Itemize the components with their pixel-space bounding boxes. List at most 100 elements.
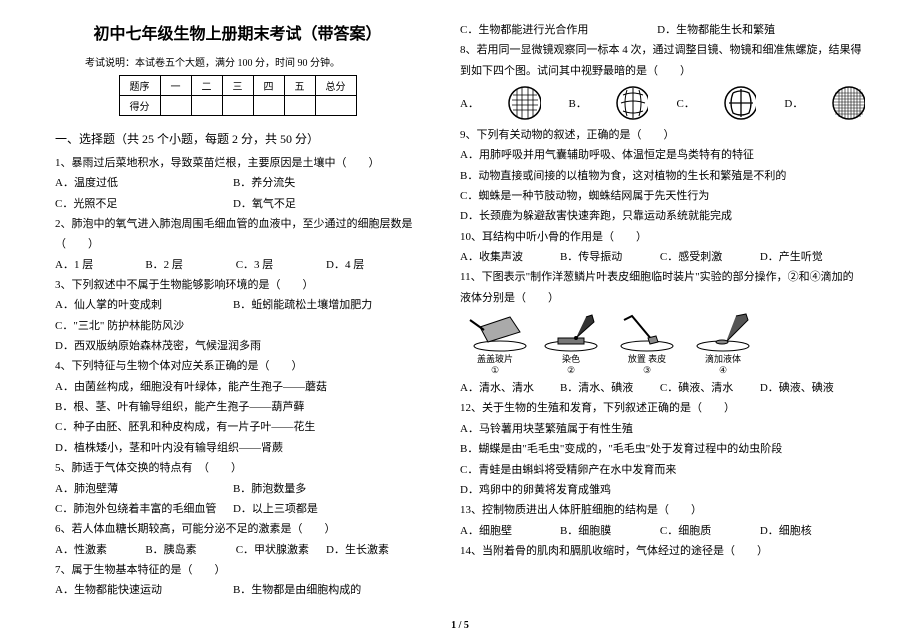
q13-options: A．细胞壁 B．细胞膜 C．细胞质 D．细胞核 xyxy=(460,521,865,541)
q11-b: B．清水、碘液 xyxy=(560,378,657,398)
q12-d: D．鸡卵中的卵黄将发育成雏鸡 xyxy=(460,480,865,500)
q10-b: B．传导振动 xyxy=(560,247,657,267)
cell xyxy=(160,96,191,116)
cell: 三 xyxy=(222,76,253,96)
q9-d: D．长颈鹿为躲避敌害快速奔跑，只靠运动系统就能完成 xyxy=(460,206,865,226)
q11-d: D．碘液、碘液 xyxy=(760,378,857,398)
q1-c: C．光照不足 xyxy=(55,194,230,214)
q3-a: A．仙人掌的叶变成刺 xyxy=(55,295,230,315)
q5-a: A．肺泡壁薄 xyxy=(55,479,230,499)
page-footer: 1 / 5 xyxy=(0,620,920,631)
cell: 一 xyxy=(160,76,191,96)
q11-options: A．清水、清水 B．清水、碘液 C．碘液、清水 D．碘液、碘液 xyxy=(460,378,865,398)
q8-c-label: C． xyxy=(676,95,694,111)
q11-num3: ③ xyxy=(612,365,682,376)
q8-figures: A． B． C． xyxy=(460,85,865,121)
cell: 四 xyxy=(253,76,284,96)
q8-d-label: D． xyxy=(784,95,803,111)
q9-stem: 9、下列有关动物的叙述，正确的是（ ） xyxy=(460,125,865,145)
q4-a: A．由菌丝构成，细胞没有叶绿体，能产生孢子——蘑菇 xyxy=(55,377,420,397)
q2-c: C．3 层 xyxy=(236,255,324,275)
q2-stem: 2、肺泡中的氧气进入肺泡周围毛细血管的血液中，至少通过的细胞层数是（ ） xyxy=(55,214,420,255)
q1-a: A．温度过低 xyxy=(55,173,230,193)
q5-options1: A．肺泡壁薄 B．肺泡数量多 xyxy=(55,479,420,499)
cell-figure-b-icon xyxy=(615,85,649,121)
q4-b: B．根、茎、叶有输导组织，能产生孢子——葫芦藓 xyxy=(55,397,420,417)
q10-a: A．收集声波 xyxy=(460,247,557,267)
q1-d: D．氧气不足 xyxy=(233,194,408,214)
q5-d: D．以上三项都是 xyxy=(233,499,408,519)
q11-stem1: 11、下图表示"制作洋葱鳞片叶表皮细胞临时装片"实验的部分操作，②和④滴加的 xyxy=(460,267,865,287)
q2-d: D．4 层 xyxy=(326,255,414,275)
q7-c: C．生物都能进行光合作用 xyxy=(460,20,654,40)
q6-options: A．性激素 B．胰岛素 C．甲状腺激素 D．生长激素 xyxy=(55,540,420,560)
q11-stem2: 液体分别是（ ） xyxy=(460,288,865,308)
table-row: 题序 一 二 三 四 五 总分 xyxy=(119,76,356,96)
q10-stem: 10、耳结构中听小骨的作用是（ ） xyxy=(460,227,865,247)
cell: 总分 xyxy=(315,76,356,96)
exam-note: 考试说明：本试卷五个大题，满分 100 分，时间 90 分钟。 xyxy=(85,54,420,69)
right-column: C．生物都能进行光合作用 D．生物都能生长和繁殖 8、若用同一显微镜观察同一标本… xyxy=(460,20,865,601)
q11-step2: 染色 ② xyxy=(536,312,606,376)
q6-b: B．胰岛素 xyxy=(145,540,233,560)
q5-b: B．肺泡数量多 xyxy=(233,479,408,499)
cell xyxy=(191,96,222,116)
coverslip-icon xyxy=(460,312,530,352)
cell-figure-d-icon xyxy=(831,85,865,121)
q3-d: D．西双版纳原始森林茂密，气候湿润多雨 xyxy=(55,336,420,356)
cell: 得分 xyxy=(119,96,160,116)
stain-icon xyxy=(536,312,606,352)
q9-b: B．动物直接或间接的以植物为食，这对植物的生长和繁殖是不利的 xyxy=(460,166,865,186)
q1-options2: C．光照不足 D．氧气不足 xyxy=(55,194,420,214)
q13-c: C．细胞质 xyxy=(660,521,757,541)
q2-options: A．1 层 B．2 层 C．3 层 D．4 层 xyxy=(55,255,420,275)
q11-step3: 放置 表皮 ③ xyxy=(612,312,682,376)
cell xyxy=(222,96,253,116)
score-table: 题序 一 二 三 四 五 总分 得分 xyxy=(119,75,357,116)
q3-c: C．"三北" 防护林能防风沙 xyxy=(55,316,420,336)
q11-num4: ④ xyxy=(688,365,758,376)
place-icon xyxy=(612,312,682,352)
q8-b-label: B． xyxy=(569,95,587,111)
q11-label4: 滴加液体 xyxy=(688,352,758,365)
q2-b: B．2 层 xyxy=(145,255,233,275)
q5-stem: 5、肺适于气体交换的特点有 （ ） xyxy=(55,458,420,478)
cell xyxy=(284,96,315,116)
drop-icon xyxy=(688,312,758,352)
q12-b: B．蝴蝶是由"毛毛虫"变成的，"毛毛虫"处于发育过程中的幼虫阶段 xyxy=(460,439,865,459)
q1-options: A．温度过低 B．养分流失 xyxy=(55,173,420,193)
cell: 题序 xyxy=(119,76,160,96)
q7-a: A．生物都能快速运动 xyxy=(55,580,230,600)
q11-step1: 盖盖玻片 ① xyxy=(460,312,530,376)
section-a-title: 一、选择题（共 25 个小题，每题 2 分，共 50 分） xyxy=(55,130,420,147)
q10-d: D．产生听觉 xyxy=(760,247,857,267)
q5-options2: C．肺泡外包绕着丰富的毛细血管 D．以上三项都是 xyxy=(55,499,420,519)
cell: 二 xyxy=(191,76,222,96)
q12-stem: 12、关于生物的生殖和发育，下列叙述正确的是（ ） xyxy=(460,398,865,418)
q12-c: C．青蛙是由蝌蚪将受精卵产在水中发育而来 xyxy=(460,460,865,480)
q4-c: C．种子由胚、胚乳和种皮构成，有一片子叶——花生 xyxy=(55,417,420,437)
q11-num1: ① xyxy=(460,365,530,376)
q2-a: A．1 层 xyxy=(55,255,143,275)
cell xyxy=(253,96,284,116)
q1-b: B．养分流失 xyxy=(233,173,408,193)
cell-figure-a-icon xyxy=(507,85,541,121)
q11-step4: 滴加液体 ④ xyxy=(688,312,758,376)
q6-a: A．性激素 xyxy=(55,540,143,560)
table-row: 得分 xyxy=(119,96,356,116)
cell-figure-c-icon xyxy=(723,85,757,121)
q4-stem: 4、下列特征与生物个体对应关系正确的是（ ） xyxy=(55,356,420,376)
q6-c: C．甲状腺激素 xyxy=(236,540,324,560)
exam-title: 初中七年级生物上册期末考试（带答案） xyxy=(55,20,420,44)
cell: 五 xyxy=(284,76,315,96)
q13-a: A．细胞壁 xyxy=(460,521,557,541)
q11-label2: 染色 xyxy=(536,352,606,365)
q10-c: C．感受刺激 xyxy=(660,247,757,267)
q11-label3: 放置 表皮 xyxy=(612,352,682,365)
q9-a: A．用肺呼吸并用气囊辅助呼吸、体温恒定是鸟类特有的特征 xyxy=(460,145,865,165)
q8-stem: 8、若用同一显微镜观察同一标本 4 次，通过调整目镜、物镜和细准焦螺旋，结果得到… xyxy=(460,40,865,81)
q6-stem: 6、若人体血糖长期较高，可能分泌不足的激素是（ ） xyxy=(55,519,420,539)
left-column: 初中七年级生物上册期末考试（带答案） 考试说明：本试卷五个大题，满分 100 分… xyxy=(55,20,420,601)
q11-figures: 盖盖玻片 ① 染色 ② 放置 表皮 ③ xyxy=(460,312,865,376)
q3-stem: 3、下列叙述中不属于生物能够影响环境的是（ ） xyxy=(55,275,420,295)
